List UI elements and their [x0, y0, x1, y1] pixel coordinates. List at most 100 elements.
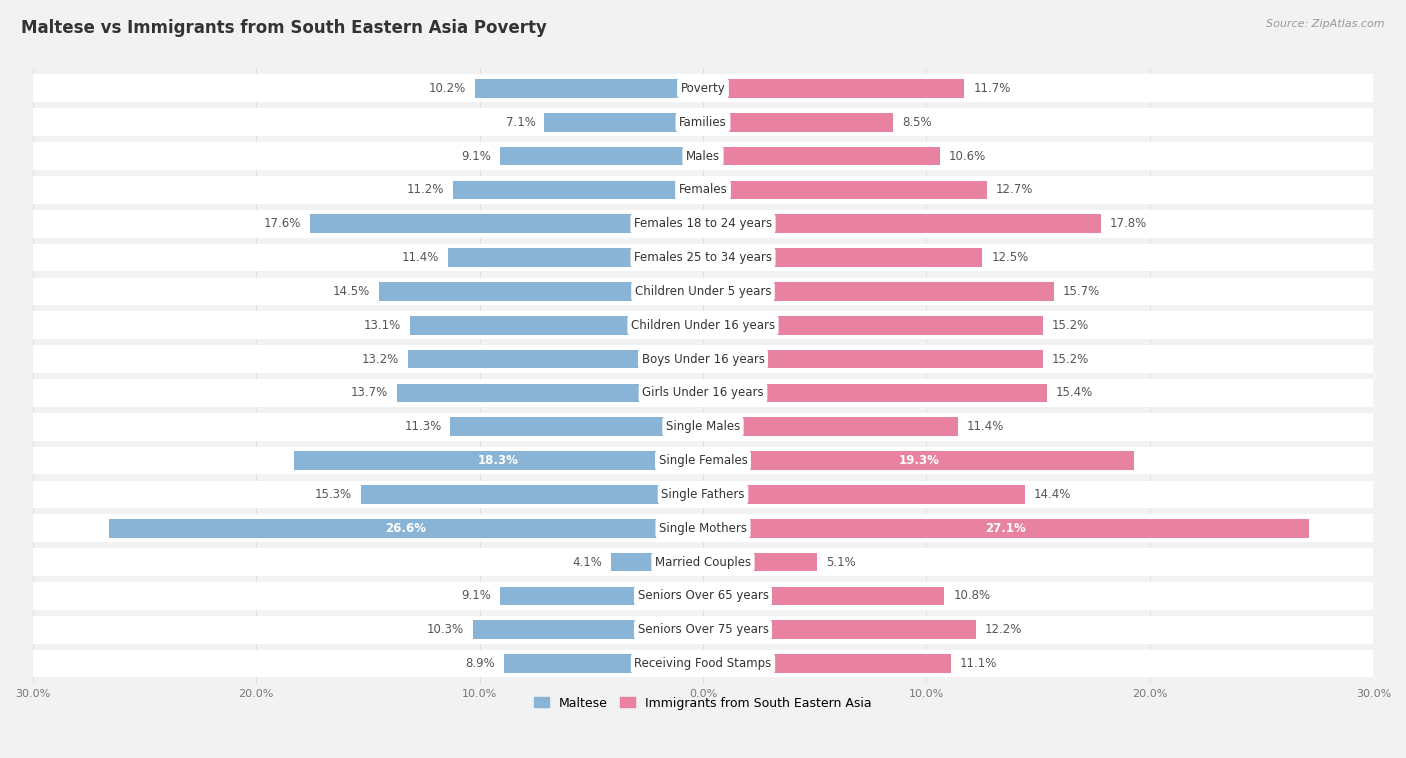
Bar [703, 621, 976, 639]
Bar [32, 210, 1374, 237]
Bar [32, 243, 1374, 271]
Bar [499, 587, 703, 605]
Text: 11.2%: 11.2% [406, 183, 444, 196]
Text: Seniors Over 65 years: Seniors Over 65 years [637, 590, 769, 603]
Text: 12.7%: 12.7% [995, 183, 1033, 196]
Bar [309, 215, 703, 233]
Bar [505, 654, 703, 673]
Text: 15.2%: 15.2% [1052, 318, 1088, 332]
Bar [361, 485, 703, 504]
Bar [499, 147, 703, 165]
Text: 11.1%: 11.1% [960, 657, 997, 670]
Legend: Maltese, Immigrants from South Eastern Asia: Maltese, Immigrants from South Eastern A… [529, 691, 877, 715]
Text: 19.3%: 19.3% [898, 454, 939, 467]
Text: 14.5%: 14.5% [333, 285, 370, 298]
Text: Children Under 5 years: Children Under 5 years [634, 285, 772, 298]
Text: 12.5%: 12.5% [991, 251, 1029, 264]
Text: 10.8%: 10.8% [953, 590, 990, 603]
Bar [544, 113, 703, 131]
Bar [703, 553, 817, 572]
Bar [32, 446, 1374, 475]
Bar [703, 215, 1101, 233]
Text: 11.4%: 11.4% [967, 420, 1004, 434]
Text: 5.1%: 5.1% [825, 556, 856, 568]
Text: Source: ZipAtlas.com: Source: ZipAtlas.com [1267, 19, 1385, 29]
Bar [703, 282, 1054, 301]
Text: Single Fathers: Single Fathers [661, 488, 745, 501]
Text: Boys Under 16 years: Boys Under 16 years [641, 352, 765, 365]
Bar [32, 176, 1374, 204]
Text: Males: Males [686, 149, 720, 162]
Bar [453, 180, 703, 199]
Bar [32, 413, 1374, 440]
Text: Poverty: Poverty [681, 82, 725, 95]
Bar [411, 316, 703, 334]
Text: 13.1%: 13.1% [364, 318, 401, 332]
Text: 26.6%: 26.6% [385, 522, 426, 534]
Text: Children Under 16 years: Children Under 16 years [631, 318, 775, 332]
Text: 17.6%: 17.6% [263, 218, 301, 230]
Text: 15.2%: 15.2% [1052, 352, 1088, 365]
Bar [703, 113, 893, 131]
Bar [32, 582, 1374, 609]
Text: 11.3%: 11.3% [405, 420, 441, 434]
Text: 7.1%: 7.1% [506, 116, 536, 129]
Text: Girls Under 16 years: Girls Under 16 years [643, 387, 763, 399]
Text: Females 18 to 24 years: Females 18 to 24 years [634, 218, 772, 230]
Text: Single Males: Single Males [666, 420, 740, 434]
Text: 15.4%: 15.4% [1056, 387, 1094, 399]
Text: 4.1%: 4.1% [572, 556, 602, 568]
Bar [703, 418, 957, 436]
Text: 18.3%: 18.3% [478, 454, 519, 467]
Text: Seniors Over 75 years: Seniors Over 75 years [637, 623, 769, 636]
Text: Families: Families [679, 116, 727, 129]
Text: Single Females: Single Females [658, 454, 748, 467]
Bar [396, 384, 703, 402]
Bar [32, 515, 1374, 542]
Bar [449, 249, 703, 267]
Bar [703, 519, 1309, 537]
Text: 14.4%: 14.4% [1033, 488, 1071, 501]
Text: Females: Females [679, 183, 727, 196]
Text: 12.2%: 12.2% [984, 623, 1022, 636]
Bar [703, 485, 1025, 504]
Text: 13.2%: 13.2% [361, 352, 399, 365]
Bar [703, 587, 945, 605]
Bar [703, 349, 1043, 368]
Text: 10.6%: 10.6% [949, 149, 986, 162]
Bar [450, 418, 703, 436]
Bar [108, 519, 703, 537]
Text: 27.1%: 27.1% [986, 522, 1026, 534]
Text: 9.1%: 9.1% [461, 590, 491, 603]
Bar [703, 79, 965, 98]
Bar [32, 143, 1374, 170]
Bar [703, 147, 939, 165]
Text: 15.7%: 15.7% [1063, 285, 1099, 298]
Text: Females 25 to 34 years: Females 25 to 34 years [634, 251, 772, 264]
Bar [32, 481, 1374, 509]
Bar [294, 451, 703, 470]
Bar [32, 616, 1374, 644]
Text: 8.5%: 8.5% [901, 116, 932, 129]
Bar [612, 553, 703, 572]
Text: 15.3%: 15.3% [315, 488, 352, 501]
Text: 9.1%: 9.1% [461, 149, 491, 162]
Text: Receiving Food Stamps: Receiving Food Stamps [634, 657, 772, 670]
Text: 11.4%: 11.4% [402, 251, 439, 264]
Text: 8.9%: 8.9% [465, 657, 495, 670]
Bar [703, 180, 987, 199]
Bar [32, 650, 1374, 678]
Bar [703, 654, 950, 673]
Bar [475, 79, 703, 98]
Text: 11.7%: 11.7% [973, 82, 1011, 95]
Text: Single Mothers: Single Mothers [659, 522, 747, 534]
Bar [703, 451, 1135, 470]
Bar [380, 282, 703, 301]
Text: 13.7%: 13.7% [350, 387, 388, 399]
Bar [703, 316, 1043, 334]
Text: Maltese vs Immigrants from South Eastern Asia Poverty: Maltese vs Immigrants from South Eastern… [21, 19, 547, 37]
Bar [472, 621, 703, 639]
Text: Married Couples: Married Couples [655, 556, 751, 568]
Text: 10.3%: 10.3% [427, 623, 464, 636]
Text: 17.8%: 17.8% [1109, 218, 1147, 230]
